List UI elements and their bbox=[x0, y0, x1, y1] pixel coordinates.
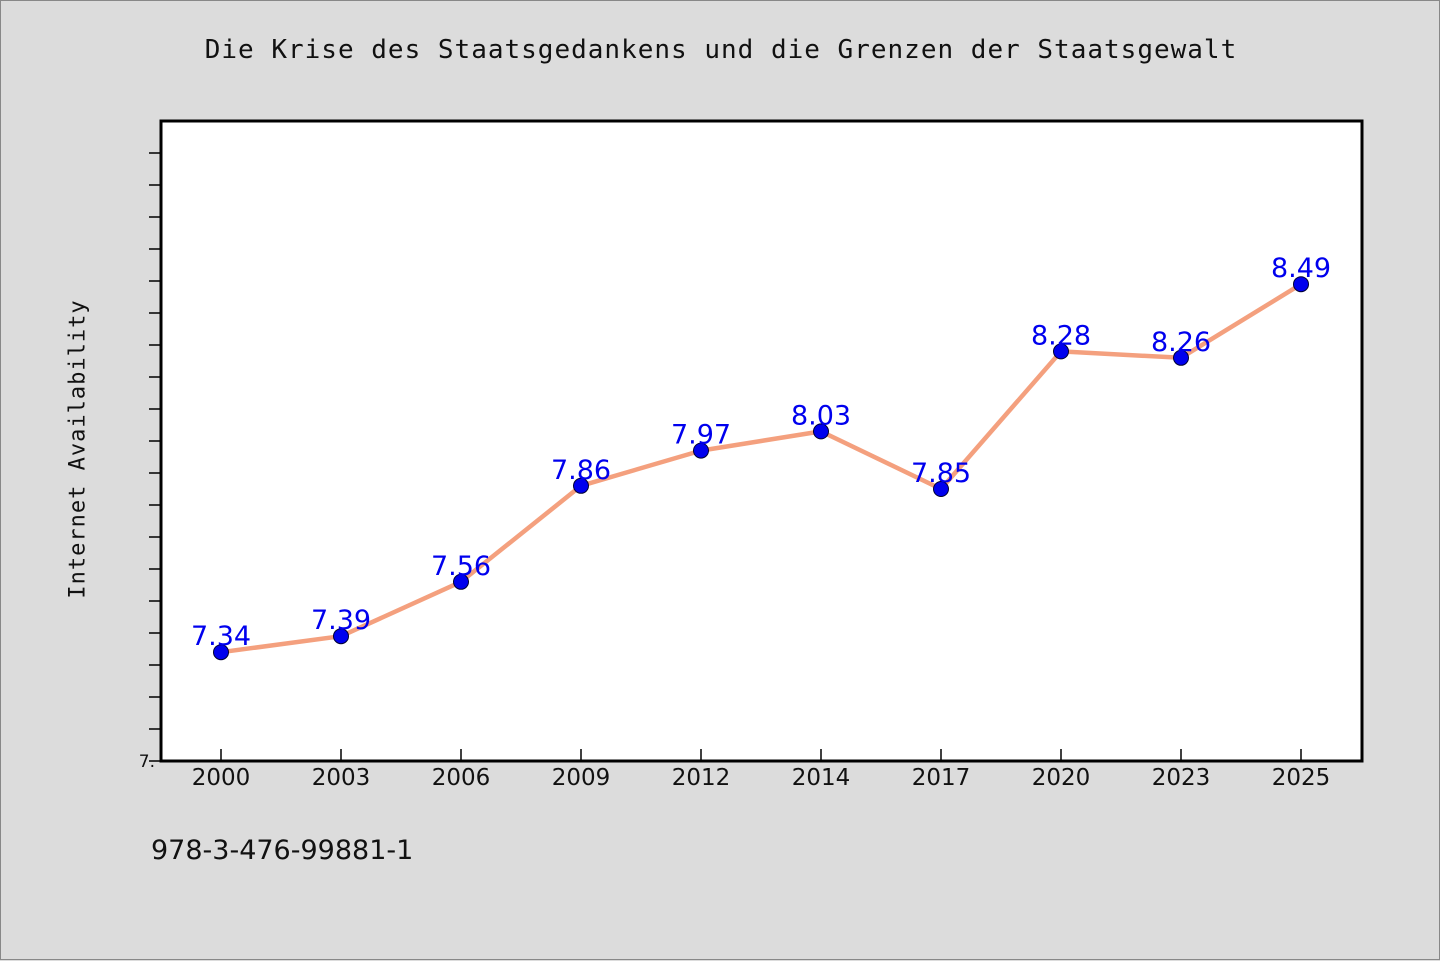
x-tick-label: 2023 bbox=[1152, 765, 1211, 791]
data-point bbox=[813, 423, 829, 440]
data-point bbox=[1053, 343, 1069, 360]
data-label: 8.49 bbox=[1271, 253, 1331, 284]
data-label: 7.86 bbox=[551, 455, 611, 486]
chart-title: Die Krise des Staatsgedanken​s und die G… bbox=[204, 35, 1238, 65]
data-point bbox=[693, 442, 709, 459]
x-tick-label: 2020 bbox=[1032, 765, 1091, 791]
x-tick-label: 2009 bbox=[552, 765, 611, 791]
x-tick-label: 2017 bbox=[912, 765, 971, 791]
data-label: 7.39 bbox=[311, 605, 371, 636]
data-point bbox=[333, 628, 349, 645]
x-tick-label: 2000 bbox=[192, 765, 251, 791]
data-point bbox=[933, 481, 949, 497]
data-point bbox=[213, 644, 229, 661]
x-tick-label: 2014 bbox=[792, 765, 851, 791]
data-point bbox=[1293, 276, 1309, 293]
y-tick-label: 7. bbox=[139, 752, 155, 772]
x-tick-label: 2025 bbox=[1272, 765, 1331, 791]
x-tick-label: 2006 bbox=[432, 765, 491, 791]
x-tick-label: 2012 bbox=[672, 765, 731, 791]
data-label: 7.34 bbox=[191, 621, 251, 652]
data-label: 8.26 bbox=[1151, 327, 1211, 358]
data-label: 8.03 bbox=[791, 400, 851, 431]
data-point bbox=[573, 477, 589, 494]
series-line bbox=[220, 282, 1303, 655]
x-tick-label: 2003 bbox=[312, 765, 371, 791]
data-point bbox=[1173, 349, 1189, 366]
data-point bbox=[453, 573, 469, 590]
data-label: 7.56 bbox=[431, 551, 491, 582]
data-label: 7.85 bbox=[911, 458, 971, 489]
data-label: 7.97 bbox=[671, 420, 731, 451]
data-label: 8.28 bbox=[1031, 320, 1091, 351]
isbn-footer: 978-3-476-99881-1 bbox=[151, 835, 414, 866]
